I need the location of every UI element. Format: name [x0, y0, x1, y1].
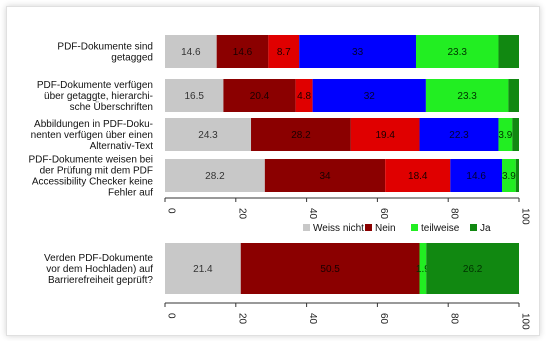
category-label-line: sche Überschriften [70, 101, 153, 113]
data-label: 23.3 [447, 47, 467, 58]
bar-segment [165, 35, 217, 68]
chart-1: 14.6 14.6 8.7 33 23.3 PDF-Dokumente sind getag… [29, 35, 531, 234]
data-label: 33 [352, 47, 364, 58]
legend-label: Nein [375, 223, 396, 234]
category-label-line: über getaggte, hierarchi- [44, 91, 153, 102]
bar-segment [415, 35, 499, 68]
data-label: 26.2 [463, 264, 483, 275]
bar-segment [502, 159, 516, 192]
legend-label: teilweise [421, 223, 460, 234]
category-label-line: nenten verfügen über einen [31, 130, 153, 141]
bar-segment [264, 159, 386, 192]
data-label: 28.2 [205, 171, 225, 182]
category-label-line: Accessibility Checker keine [32, 177, 154, 188]
bar-segment [498, 35, 519, 68]
bar-segment [251, 118, 351, 151]
data-label: 23.3 [457, 91, 477, 102]
category-label-line: Fehler auf [108, 188, 153, 199]
bar-segment [268, 35, 300, 68]
legend: Weiss nicht Nein teilweise Ja [303, 223, 491, 234]
bar-segment [498, 118, 513, 151]
bar-segment [385, 159, 451, 192]
data-label: 16.5 [184, 91, 204, 102]
data-label: 32 [364, 91, 376, 102]
legend-swatch [303, 224, 310, 231]
bar-segment [425, 79, 509, 112]
data-label: 34 [319, 171, 331, 182]
bar-segment [165, 159, 265, 192]
bar-segment [350, 118, 420, 151]
bar-segment [419, 243, 427, 294]
data-label: 50.5 [320, 264, 340, 275]
chart-frame: 14.6 14.6 8.7 33 23.3 PDF-Dokumente sind getag… [6, 6, 540, 336]
x-tick-label: 60 [378, 208, 389, 220]
category-label-line: Abbildungen in PDF-Doku- [34, 119, 153, 130]
data-label: 19.4 [375, 130, 395, 141]
category-label: PDF-Dokumente weisen bei der Prüfung mit … [29, 155, 154, 199]
data-label: 14.6 [233, 47, 253, 58]
bar-segment [165, 118, 252, 151]
category-label-line: der Prüfung mit dem PDF [40, 166, 153, 177]
data-label: 4.8 [297, 91, 311, 102]
bar-segment [312, 79, 426, 112]
data-label: 22.3 [449, 130, 469, 141]
bar-segment [299, 35, 416, 68]
bar-segment [223, 79, 296, 112]
x-tick-label: 0 [166, 208, 177, 214]
x-tick-label: 100 [520, 313, 531, 330]
bar-segment [216, 35, 269, 68]
chart-2: 21.4 50.5 1.9 26.2 Verden PDF-Dokumente vor d… [44, 243, 531, 330]
category-label-line: getagged [111, 53, 153, 64]
category-label-line: PDF-Dokumente verfügen [37, 80, 153, 91]
bar-segment [508, 79, 519, 112]
x-tick-label: 60 [378, 313, 389, 325]
x-tick-label: 0 [166, 313, 177, 319]
x-tick-label: 40 [307, 313, 318, 325]
x-tick-label: 100 [520, 208, 531, 225]
category-label: Verden PDF-Dokumente vor dem Hochladen) a… [44, 253, 153, 286]
legend-swatch [470, 224, 477, 231]
bar-segment [419, 118, 499, 151]
category-label: Abbildungen in PDF-Doku-nenten verfügen … [31, 119, 154, 152]
bar-segment [240, 243, 420, 294]
data-label: 3.9 [502, 171, 516, 182]
bar-segment [165, 79, 224, 112]
category-label-line: Verden PDF-Dokumente [44, 253, 153, 264]
x-tick-label: 20 [236, 313, 247, 325]
data-label: 8.7 [277, 47, 291, 58]
bar-segment [512, 118, 519, 151]
category-label-line: vor dem Hochladen) auf [46, 264, 153, 275]
bar-segment [426, 243, 519, 294]
data-label: 14.6 [466, 171, 486, 182]
chart-svg: 14.6 14.6 8.7 33 23.3 PDF-Dokumente sind getag… [29, 35, 531, 330]
data-label: 18.4 [408, 171, 428, 182]
data-label: 20.4 [250, 91, 270, 102]
legend-swatch [365, 224, 372, 231]
bar-segment [515, 159, 519, 192]
data-label: 1.9 [416, 264, 430, 275]
legend-swatch [411, 224, 418, 231]
legend-label: Weiss nicht [313, 223, 364, 234]
x-tick-label: 80 [449, 313, 460, 325]
x-tick-label: 20 [236, 208, 247, 220]
category-label: PDF-Dokumente verfügen über getaggte, hie… [37, 80, 153, 113]
data-label: 28.2 [291, 130, 311, 141]
category-label-line: PDF-Dokumente sind [57, 42, 153, 53]
data-label: 24.3 [198, 130, 218, 141]
category-label-line: PDF-Dokumente weisen bei [29, 155, 154, 166]
legend-label: Ja [480, 223, 491, 234]
category-label-line: Alternativ-Text [90, 141, 154, 152]
data-label: 3.9 [498, 130, 512, 141]
bar-segment [450, 159, 502, 192]
bar-segment [165, 243, 241, 294]
x-tick-label: 40 [307, 208, 318, 220]
data-label: 21.4 [193, 264, 213, 275]
data-label: 14.6 [181, 47, 201, 58]
category-label-line: Barrierefreiheit geprüft? [48, 275, 153, 286]
category-label: PDF-Dokumente sind getagged [57, 42, 153, 64]
bar-segment [295, 79, 313, 112]
x-tick-label: 80 [449, 208, 460, 220]
